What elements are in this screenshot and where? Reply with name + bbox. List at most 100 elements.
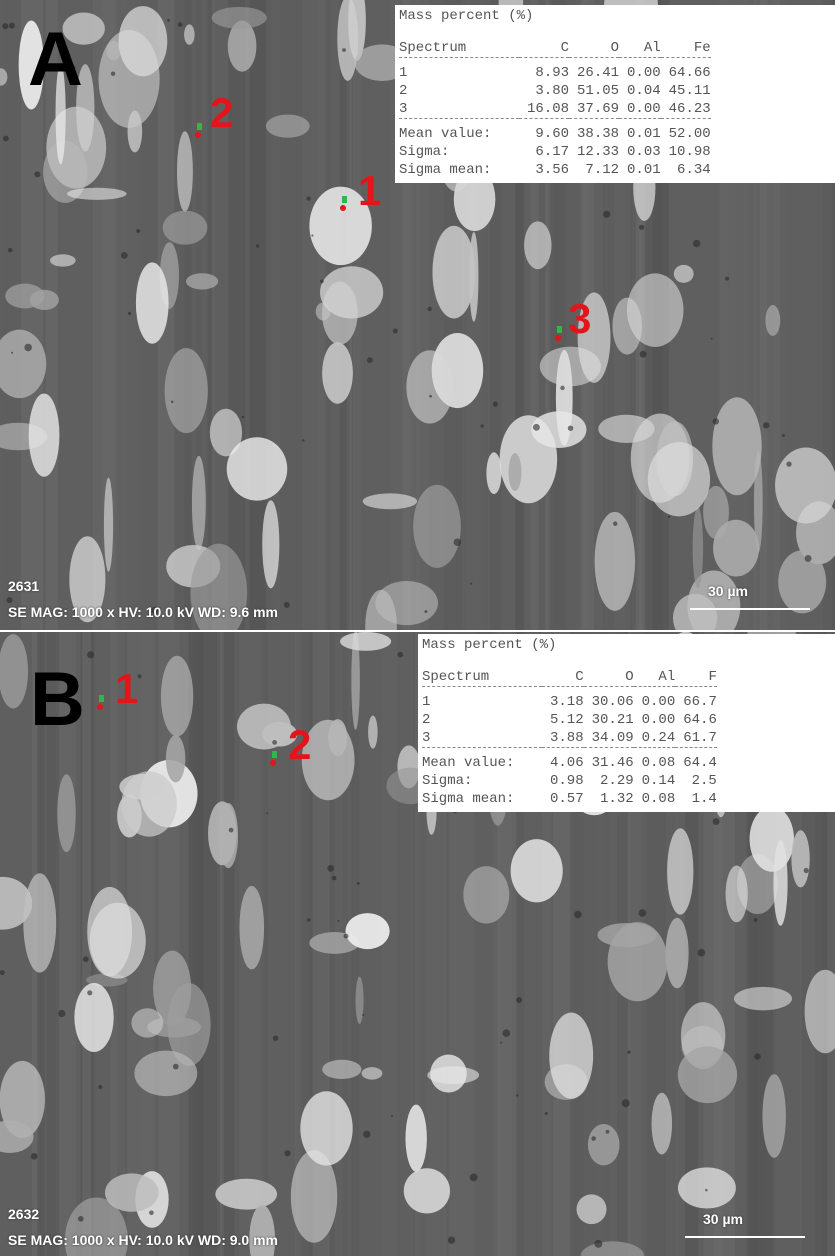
cell: 64.6 — [675, 711, 717, 729]
scale-label: 30 µm — [703, 1211, 743, 1227]
cell: 45.11 — [661, 82, 711, 100]
cell: 12.33 — [569, 143, 619, 161]
spectrum-point — [97, 704, 103, 710]
spectrum-number: 3 — [568, 298, 591, 340]
spectrum-point — [197, 123, 202, 130]
cell: 7.12 — [569, 161, 619, 179]
cell: 6.17 — [519, 143, 569, 161]
cell: 0.01 — [619, 125, 661, 143]
cell: 1 — [399, 64, 519, 82]
cell: 3.88 — [542, 729, 584, 748]
cell: 2 — [422, 711, 542, 729]
cell: Sigma: — [399, 143, 519, 161]
panel-b: B123Mass percent (%)SpectrumCOAlF13.1830… — [0, 632, 835, 1256]
image-id: 2631 — [8, 578, 39, 594]
cell: Al — [619, 39, 661, 58]
cell: 0.01 — [619, 161, 661, 179]
table-title: Mass percent (%) — [422, 636, 835, 654]
table: SpectrumCOAlFe18.9326.410.0064.6623.8051… — [399, 39, 711, 179]
cell: 51.05 — [569, 82, 619, 100]
spectrum-point — [555, 335, 561, 341]
scale-bar — [690, 608, 810, 610]
cell: Mean value: — [422, 754, 542, 772]
cell: 52.00 — [661, 125, 711, 143]
cell: 1 — [422, 693, 542, 711]
cell: Fe — [661, 39, 711, 58]
figure: A123Mass percent (%)SpectrumCOAlFe18.932… — [0, 0, 835, 1256]
spectrum-point — [272, 751, 277, 758]
summary-row: Mean value:4.0631.460.0864.4 — [422, 754, 717, 772]
cell: O — [569, 39, 619, 58]
cell: Sigma mean: — [399, 161, 519, 179]
cell: 66.7 — [675, 693, 717, 711]
cell: 0.04 — [619, 82, 661, 100]
cell: 34.09 — [584, 729, 634, 748]
spectrum-point — [195, 132, 201, 138]
cell: 38.38 — [569, 125, 619, 143]
cell: 0.14 — [634, 772, 676, 790]
image-info: SE MAG: 1000 x HV: 10.0 kV WD: 9.0 mm — [8, 1232, 278, 1248]
table-title: Mass percent (%) — [399, 7, 835, 25]
cell: 1.32 — [584, 790, 634, 808]
cell: Al — [634, 668, 676, 687]
cell: 1.4 — [675, 790, 717, 808]
image-info: SE MAG: 1000 x HV: 10.0 kV WD: 9.6 mm — [8, 604, 278, 620]
cell: O — [584, 668, 634, 687]
cell: 10.98 — [661, 143, 711, 161]
cell: 3 — [399, 100, 519, 119]
cell: 0.24 — [634, 729, 676, 748]
cell: 0.00 — [634, 711, 676, 729]
panel-label: A — [28, 22, 83, 98]
cell: 46.23 — [661, 100, 711, 119]
cell: 30.21 — [584, 711, 634, 729]
cell: 3 — [422, 729, 542, 748]
panel-label: B — [30, 662, 85, 738]
cell: Sigma mean: — [422, 790, 542, 808]
cell: 37.69 — [569, 100, 619, 119]
scale-label: 30 µm — [708, 583, 748, 599]
cell: 8.93 — [519, 64, 569, 82]
cell: Spectrum — [399, 39, 519, 58]
cell: 3.80 — [519, 82, 569, 100]
cell: 6.34 — [661, 161, 711, 179]
cell: 26.41 — [569, 64, 619, 82]
cell: 64.4 — [675, 754, 717, 772]
cell: 0.03 — [619, 143, 661, 161]
spectrum-point — [340, 205, 346, 211]
cell: 5.12 — [542, 711, 584, 729]
cell: 16.08 — [519, 100, 569, 119]
spectrum-point — [270, 760, 276, 766]
cell: Spectrum — [422, 668, 542, 687]
cell: 0.00 — [634, 693, 676, 711]
cell: C — [542, 668, 584, 687]
spectrum-number: 2 — [288, 724, 311, 766]
cell: 4.06 — [542, 754, 584, 772]
cell: 9.60 — [519, 125, 569, 143]
cell: 61.7 — [675, 729, 717, 748]
spectrum-number: 1 — [358, 170, 381, 212]
cell: 64.66 — [661, 64, 711, 82]
cell: 0.00 — [619, 64, 661, 82]
cell: Sigma: — [422, 772, 542, 790]
cell: 3.56 — [519, 161, 569, 179]
cell: 0.98 — [542, 772, 584, 790]
cell: 2 — [399, 82, 519, 100]
spectrum-point — [557, 326, 562, 333]
summary-row: Mean value:9.6038.380.0152.00 — [399, 125, 711, 143]
